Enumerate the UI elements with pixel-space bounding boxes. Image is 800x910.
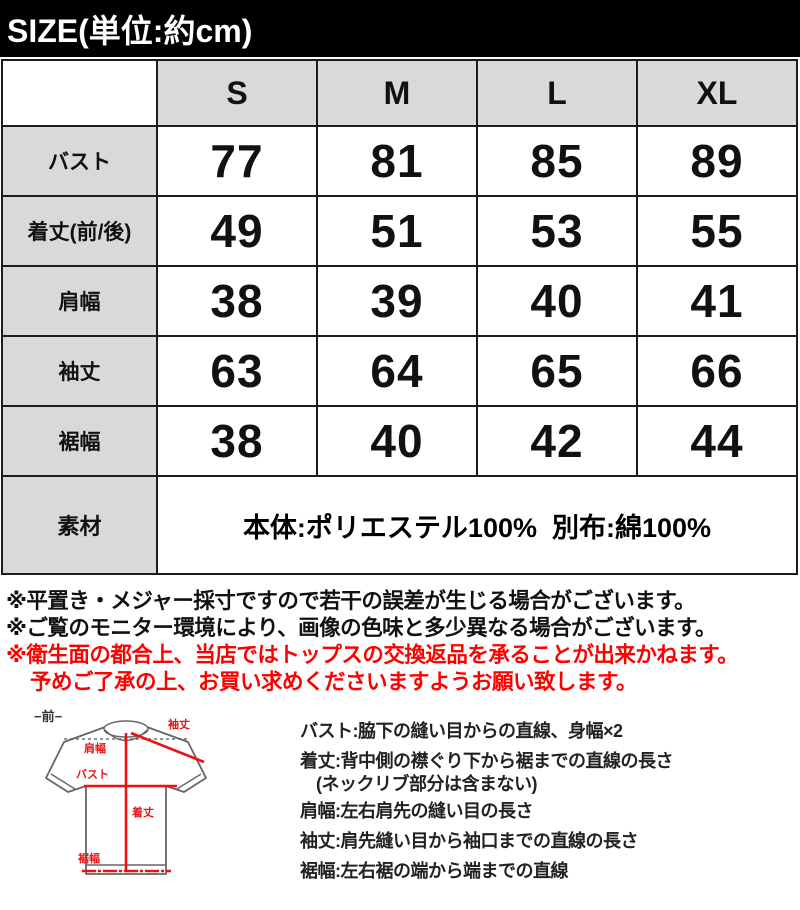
shoulder-xl: 41 <box>636 265 798 337</box>
row-label-material: 素材 <box>1 475 158 575</box>
shoulder-width-label: 肩幅 <box>84 741 106 755</box>
hem-s: 38 <box>156 405 318 477</box>
length-l: 53 <box>476 195 638 267</box>
size-chart-title-bar: SIZE(単位:約cm) <box>0 0 800 57</box>
material-value: 本体:ポリエステル100% 別布:綿100% <box>156 475 798 575</box>
length-s: 49 <box>156 195 318 267</box>
hem-width-label: 裾幅 <box>78 851 100 865</box>
diagram-caption: −前− <box>34 709 63 724</box>
sleeve-length-line <box>130 731 205 764</box>
shoulder-s: 38 <box>156 265 318 337</box>
hem-l: 42 <box>476 405 638 477</box>
legend-shoulder: 肩幅:左右肩先の縫い目の長さ <box>300 801 534 821</box>
legend-length-2: (ネックリブ部分は含まない) <box>316 774 538 794</box>
row-label-bust: バスト <box>1 125 158 197</box>
tshirt-diagram-wrap: −前− 肩幅 袖丈 バスト <box>0 704 300 901</box>
disclaimer-notes: ※平置き・メジャー採寸ですので若干の誤差が生じる場合がございます。 ※ご覧のモニ… <box>6 588 800 696</box>
note-monitor: ※ご覧のモニター環境により、画像の色味と多少異なる場合がございます。 <box>6 616 716 640</box>
table-row-bust: バスト 77 81 85 89 <box>1 125 798 197</box>
table-row-length: 着丈(前/後) 49 51 53 55 <box>1 195 798 267</box>
table-row-material: 素材 本体:ポリエステル100% 別布:綿100% <box>1 475 798 575</box>
bust-label: バスト <box>76 768 109 781</box>
row-label-shoulder: 肩幅 <box>1 265 158 337</box>
note-no-return: ※衛生面の都合上、当店ではトップスの交換返品を承ることが出来かねます。 <box>6 643 739 667</box>
legend-length: 着丈:背中側の襟ぐり下から裾までの直線の長さ <box>300 751 674 771</box>
table-row-sleeve: 袖丈 63 64 65 66 <box>1 335 798 407</box>
sleeve-xl: 66 <box>636 335 798 407</box>
legend-bust: バスト:脇下の縫い目からの直線、身幅×2 <box>300 721 623 741</box>
sleeve-s: 63 <box>156 335 318 407</box>
shoulder-m: 39 <box>316 265 478 337</box>
col-header-s: S <box>156 59 318 127</box>
note-measurement: ※平置き・メジャー採寸ですので若干の誤差が生じる場合がございます。 <box>6 589 696 613</box>
size-table-header-row: S M L XL <box>1 59 798 127</box>
hem-xl: 44 <box>636 405 798 477</box>
length-xl: 55 <box>636 195 798 267</box>
size-table: S M L XL バスト 77 81 85 89 着丈(前/後) 49 51 5… <box>1 59 798 575</box>
note-acknowledge: 予めご了承の上、お買い求めくださいますようお願い致します。 <box>30 670 637 694</box>
sleeve-length-label: 袖丈 <box>168 717 190 731</box>
legend-sleeve: 袖丈:肩先縫い目から袖口までの直線の長さ <box>300 831 639 851</box>
bust-s: 77 <box>156 125 318 197</box>
shoulder-l: 40 <box>476 265 638 337</box>
hem-m: 40 <box>316 405 478 477</box>
size-chart-title: SIZE(単位:約cm) <box>7 12 253 49</box>
col-header-xl: XL <box>636 59 798 127</box>
row-label-hem: 裾幅 <box>1 405 158 477</box>
bust-m: 81 <box>316 125 478 197</box>
table-row-hem: 裾幅 38 40 42 44 <box>1 405 798 477</box>
bust-l: 85 <box>476 125 638 197</box>
col-header-l: L <box>476 59 638 127</box>
corner-cell <box>1 59 158 127</box>
row-label-sleeve: 袖丈 <box>1 335 158 407</box>
length-label: 着丈 <box>131 805 154 819</box>
row-label-length: 着丈(前/後) <box>1 195 158 267</box>
measurement-lines <box>64 731 205 873</box>
sleeve-l: 65 <box>476 335 638 407</box>
table-row-shoulder: 肩幅 38 39 40 41 <box>1 265 798 337</box>
sleeve-m: 64 <box>316 335 478 407</box>
measurement-guide: −前− 肩幅 袖丈 バスト <box>0 704 800 901</box>
tshirt-diagram: −前− 肩幅 袖丈 バスト <box>34 709 207 875</box>
legend-hem: 裾幅:左右裾の端から端までの直線 <box>300 861 569 881</box>
col-header-m: M <box>316 59 478 127</box>
length-m: 51 <box>316 195 478 267</box>
measurement-legend: バスト:脇下の縫い目からの直線、身幅×2 着丈:背中側の襟ぐり下から裾までの直線… <box>300 704 674 901</box>
bust-xl: 89 <box>636 125 798 197</box>
measurement-labels: 肩幅 袖丈 バスト 着丈 裾幅 <box>76 717 190 865</box>
